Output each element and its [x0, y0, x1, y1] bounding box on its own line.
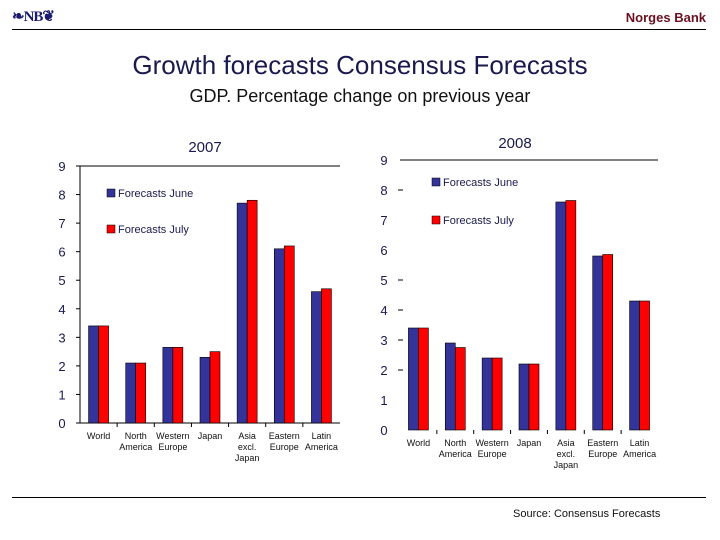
x-category-label: Japan	[517, 438, 542, 448]
bar-july	[321, 288, 332, 424]
bar-june	[162, 347, 174, 424]
bar-july	[602, 254, 614, 431]
bar-june	[408, 327, 419, 431]
bar-june	[555, 201, 567, 431]
y-tick-label: 3	[380, 333, 387, 348]
y-tick-label: 4	[380, 303, 387, 318]
legend-swatch-july	[106, 224, 116, 234]
page-title: Growth forecasts Consensus Forecasts	[132, 50, 588, 80]
bar-july	[639, 300, 650, 431]
legend-label: Forecasts June	[443, 177, 518, 189]
source-note: Source: Consensus Forecasts	[513, 508, 661, 520]
chart-title-2008: 2008	[498, 135, 531, 152]
y-tick-label: 7	[380, 213, 387, 228]
x-category-label: Europe	[158, 442, 187, 452]
x-category-label: Europe	[588, 449, 617, 459]
x-category-label: America	[119, 442, 152, 452]
x-category-label: excl.	[557, 449, 576, 459]
y-tick-label: 0	[380, 423, 387, 438]
y-tick-label: 5	[58, 273, 65, 288]
x-category-label: Latin	[630, 438, 650, 448]
y-tick-label: 8	[58, 188, 65, 203]
x-category-label: North	[444, 438, 466, 448]
bar-june	[444, 342, 456, 431]
y-tick-label: 2	[380, 363, 387, 378]
legend-label: Forecasts July	[443, 215, 514, 227]
x-category-label: Japan	[554, 460, 579, 470]
norges-bank-logo: ❧NB❦	[12, 9, 55, 25]
bar-june	[311, 291, 322, 424]
bar-june	[199, 357, 211, 424]
y-tick-label: 3	[58, 330, 65, 345]
x-category-label: World	[87, 431, 110, 441]
x-category-label: Asia	[557, 438, 575, 448]
bar-july	[418, 327, 429, 431]
bar-june	[88, 325, 99, 424]
bar-july	[528, 363, 540, 431]
legend-swatch-june	[106, 188, 116, 198]
y-tick-label: 1	[58, 387, 65, 402]
x-category-label: Eastern	[587, 438, 618, 448]
header-divider	[12, 29, 706, 30]
bar-july	[283, 245, 295, 424]
page-subtitle: GDP. Percentage change on previous year	[189, 86, 531, 106]
bar-june	[125, 362, 137, 424]
y-tick-label: 7	[58, 216, 65, 231]
bar-july	[98, 325, 109, 424]
bar-june	[273, 248, 285, 424]
bar-july	[454, 347, 466, 431]
legend-label: Forecasts June	[118, 188, 193, 200]
bank-name: Norges Bank	[625, 10, 706, 25]
bar-june	[629, 300, 640, 431]
bar-june	[236, 202, 248, 424]
y-tick-label: 6	[380, 243, 387, 258]
y-tick-label: 9	[58, 159, 65, 174]
bar-june	[481, 357, 493, 431]
bar-july	[491, 357, 503, 431]
x-category-label: America	[439, 449, 472, 459]
y-tick-label: 8	[380, 183, 387, 198]
x-category-label: Western	[475, 438, 508, 448]
x-category-label: Japan	[198, 431, 223, 441]
y-tick-label: 1	[380, 393, 387, 408]
chart-title-2007: 2007	[188, 139, 221, 156]
legend-label: Forecasts July	[118, 224, 189, 236]
bar-july	[172, 347, 184, 424]
footer-divider	[12, 497, 706, 498]
x-category-label: Europe	[270, 442, 299, 452]
bar-july	[246, 199, 258, 424]
y-tick-label: 4	[58, 302, 65, 317]
legend-swatch-june	[431, 177, 441, 187]
x-category-label: World	[407, 438, 430, 448]
legend-swatch-july	[431, 215, 441, 225]
y-tick-label: 9	[380, 153, 387, 168]
x-category-label: Europe	[478, 449, 507, 459]
x-category-label: Western	[156, 431, 189, 441]
x-category-label: America	[623, 449, 656, 459]
y-tick-label: 0	[58, 416, 65, 431]
y-tick-label: 2	[58, 359, 65, 374]
y-tick-label: 6	[58, 245, 65, 260]
x-category-label: Asia	[238, 431, 256, 441]
bar-june	[592, 255, 604, 431]
x-category-label: America	[305, 442, 338, 452]
y-tick-label: 5	[380, 273, 387, 288]
x-category-label: Eastern	[269, 431, 300, 441]
bar-july	[135, 362, 147, 424]
bar-july	[209, 351, 221, 424]
x-category-label: Japan	[235, 453, 260, 463]
x-category-label: Latin	[312, 431, 332, 441]
bar-june	[518, 363, 530, 431]
bar-july	[565, 200, 577, 431]
x-category-label: North	[125, 431, 147, 441]
x-category-label: excl.	[238, 442, 257, 452]
